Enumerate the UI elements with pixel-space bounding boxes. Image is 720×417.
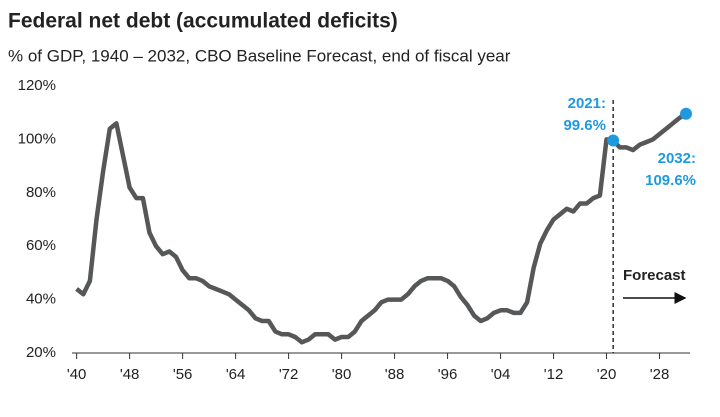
annotation: 2032:: [658, 150, 696, 167]
x-tick-label: '04: [491, 366, 511, 383]
x-tick-label: '88: [385, 366, 405, 383]
x-tick-label: '28: [650, 366, 670, 383]
y-tick-label: 20%: [26, 344, 56, 361]
x-tick-label: '12: [544, 366, 564, 383]
x-tick-label: '64: [226, 366, 246, 383]
x-tick-label: '20: [597, 366, 617, 383]
x-tick-label: '40: [67, 366, 87, 383]
x-tick-label: '56: [173, 366, 193, 383]
annotation: 99.6%: [563, 117, 606, 134]
debt-line: [75, 111, 688, 345]
chart-subtitle: % of GDP, 1940 – 2032, CBO Baseline Fore…: [8, 46, 511, 65]
x-tick-label: '80: [332, 366, 352, 383]
chart-title: Federal net debt (accumulated deficits): [8, 10, 398, 33]
x-tick-label: '48: [120, 366, 140, 383]
forecast-label: Forecast: [623, 267, 686, 284]
y-tick-label: 80%: [26, 184, 56, 201]
highlight-dot: [607, 134, 620, 147]
y-tick-label: 120%: [18, 77, 56, 94]
y-tick-label: 100%: [18, 130, 56, 147]
annotation: 2021:: [568, 95, 606, 112]
annotation: 109.6%: [645, 172, 696, 189]
y-tick-label: 40%: [26, 291, 56, 308]
x-tick-label: '96: [438, 366, 458, 383]
highlight-dot: [680, 107, 693, 120]
x-tick-label: '72: [279, 366, 299, 383]
y-tick-label: 60%: [26, 237, 56, 254]
